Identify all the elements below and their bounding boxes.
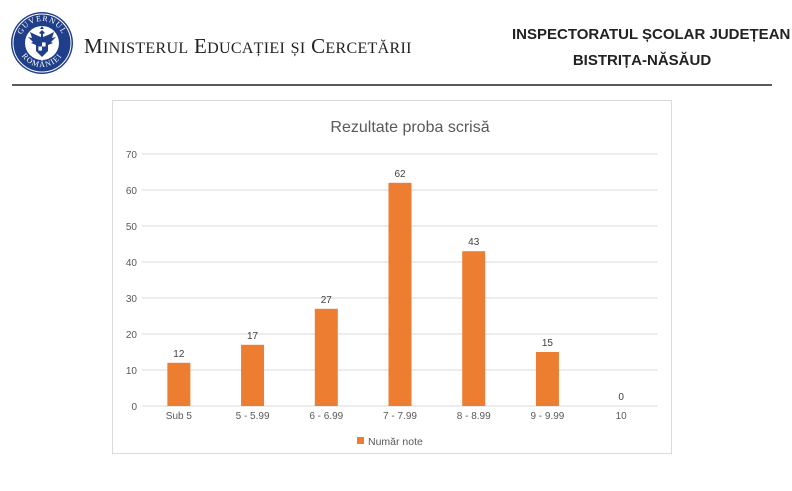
bar-data-label: 62 bbox=[394, 169, 406, 180]
y-tick-label: 70 bbox=[126, 150, 138, 161]
y-tick-label: 0 bbox=[131, 402, 137, 413]
legend-label: Număr note bbox=[368, 436, 423, 448]
inspectorate-heading: INSPECTORATUL ȘCOLAR JUDEȚEAN BISTRIȚA-N… bbox=[512, 22, 791, 74]
page-header: GUVERNUL ROMÂNIEI MINISTERUL EDUCAȚIEI Ș… bbox=[0, 0, 792, 86]
bar-data-label: 12 bbox=[173, 349, 185, 360]
x-tick-label: 10 bbox=[616, 411, 628, 422]
ministry-title-text: MINISTERUL EDUCAȚIEI ȘI CERCETĂRII bbox=[84, 34, 412, 58]
y-tick-label: 20 bbox=[126, 330, 138, 341]
bar bbox=[241, 344, 265, 406]
x-tick-label: 5 - 5.99 bbox=[236, 411, 270, 422]
bar-data-label: 27 bbox=[321, 295, 333, 306]
x-tick-label: 9 - 9.99 bbox=[530, 411, 564, 422]
bar bbox=[462, 251, 486, 406]
eagle-emblem-icon bbox=[28, 26, 56, 57]
bar bbox=[535, 352, 559, 406]
y-tick-label: 50 bbox=[126, 222, 138, 233]
bar-data-label: 17 bbox=[247, 331, 259, 342]
inspectorate-line-1: INSPECTORATUL ȘCOLAR JUDEȚEAN bbox=[512, 26, 791, 43]
ministry-title: MINISTERUL EDUCAȚIEI ȘI CERCETĂRII bbox=[84, 34, 412, 59]
x-tick-label: 8 - 8.99 bbox=[457, 411, 491, 422]
x-tick-label: Sub 5 bbox=[166, 411, 193, 422]
bar-data-label: 15 bbox=[542, 338, 554, 349]
x-tick-label: 7 - 7.99 bbox=[383, 411, 417, 422]
bar-chart: Rezultate proba scrisă 0 10 20 30 40 50 60 70 12 S… bbox=[126, 119, 658, 448]
x-tick-label: 6 - 6.99 bbox=[309, 411, 343, 422]
bar bbox=[388, 182, 412, 406]
y-tick-label: 30 bbox=[126, 294, 138, 305]
bar bbox=[314, 308, 338, 406]
header-divider bbox=[12, 84, 772, 86]
bar-data-label: 43 bbox=[468, 237, 480, 248]
y-tick-label: 10 bbox=[126, 366, 138, 377]
y-tick-label: 40 bbox=[126, 258, 138, 269]
chart-title: Rezultate proba scrisă bbox=[330, 119, 489, 136]
y-tick-label: 60 bbox=[126, 186, 138, 197]
bar bbox=[167, 362, 191, 406]
government-seal-logo: GUVERNUL ROMÂNIEI bbox=[11, 12, 73, 74]
bar-data-label: 0 bbox=[618, 392, 624, 403]
legend-swatch bbox=[357, 437, 364, 444]
chart-container: Rezultate proba scrisă 0 10 20 30 40 50 60 70 12 S… bbox=[112, 100, 672, 454]
inspectorate-line-2: BISTRIȚA-NĂSĂUD bbox=[572, 52, 712, 69]
